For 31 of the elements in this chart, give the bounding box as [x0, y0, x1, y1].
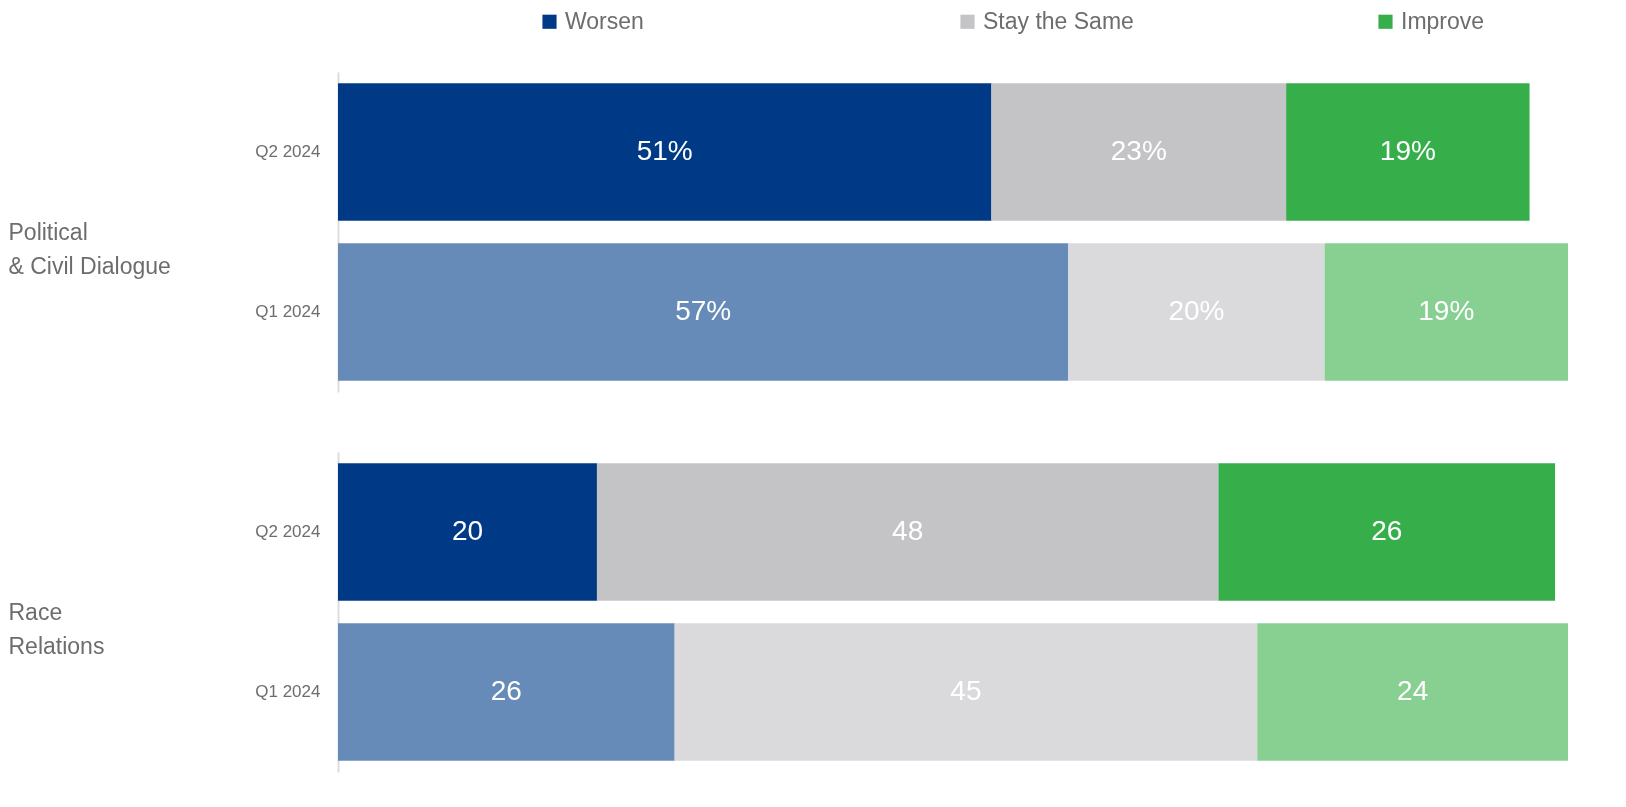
data-label: 19% [1379, 135, 1436, 166]
bar [338, 623, 675, 761]
y-tick-label: Q1 2024 [255, 302, 321, 321]
data-label: 57% [675, 295, 732, 326]
data-label: 19% [1418, 295, 1475, 326]
legend-label: Worsen [565, 7, 644, 34]
data-label: 24 [1397, 675, 1429, 706]
data-label: 48 [892, 515, 924, 546]
data-label: 20 [451, 515, 484, 546]
bar [1218, 463, 1556, 601]
data-label: 26 [1371, 515, 1403, 546]
y-tick-label: Q2 2024 [255, 522, 321, 541]
data-label: 51% [636, 135, 693, 166]
y-tick-label: Q1 2024 [255, 682, 321, 701]
bar [338, 243, 1069, 381]
bar [596, 463, 1219, 601]
bar [674, 623, 1258, 761]
bar [1257, 623, 1568, 761]
bar [1068, 243, 1325, 381]
y-axis-title: Race Relations [8, 598, 105, 659]
y-axis-title: Political & Civil Dialogue [8, 218, 171, 279]
data-label: 26 [490, 675, 522, 706]
bar [1286, 83, 1530, 221]
bar [338, 83, 992, 221]
data-label: 23% [1110, 135, 1167, 166]
bar [1324, 243, 1568, 381]
bar [338, 463, 597, 601]
y-tick-label: Q2 2024 [255, 142, 321, 161]
legend-label: Stay the Same [983, 7, 1134, 34]
bar [991, 83, 1287, 221]
legend-label: Improve [1401, 7, 1485, 34]
